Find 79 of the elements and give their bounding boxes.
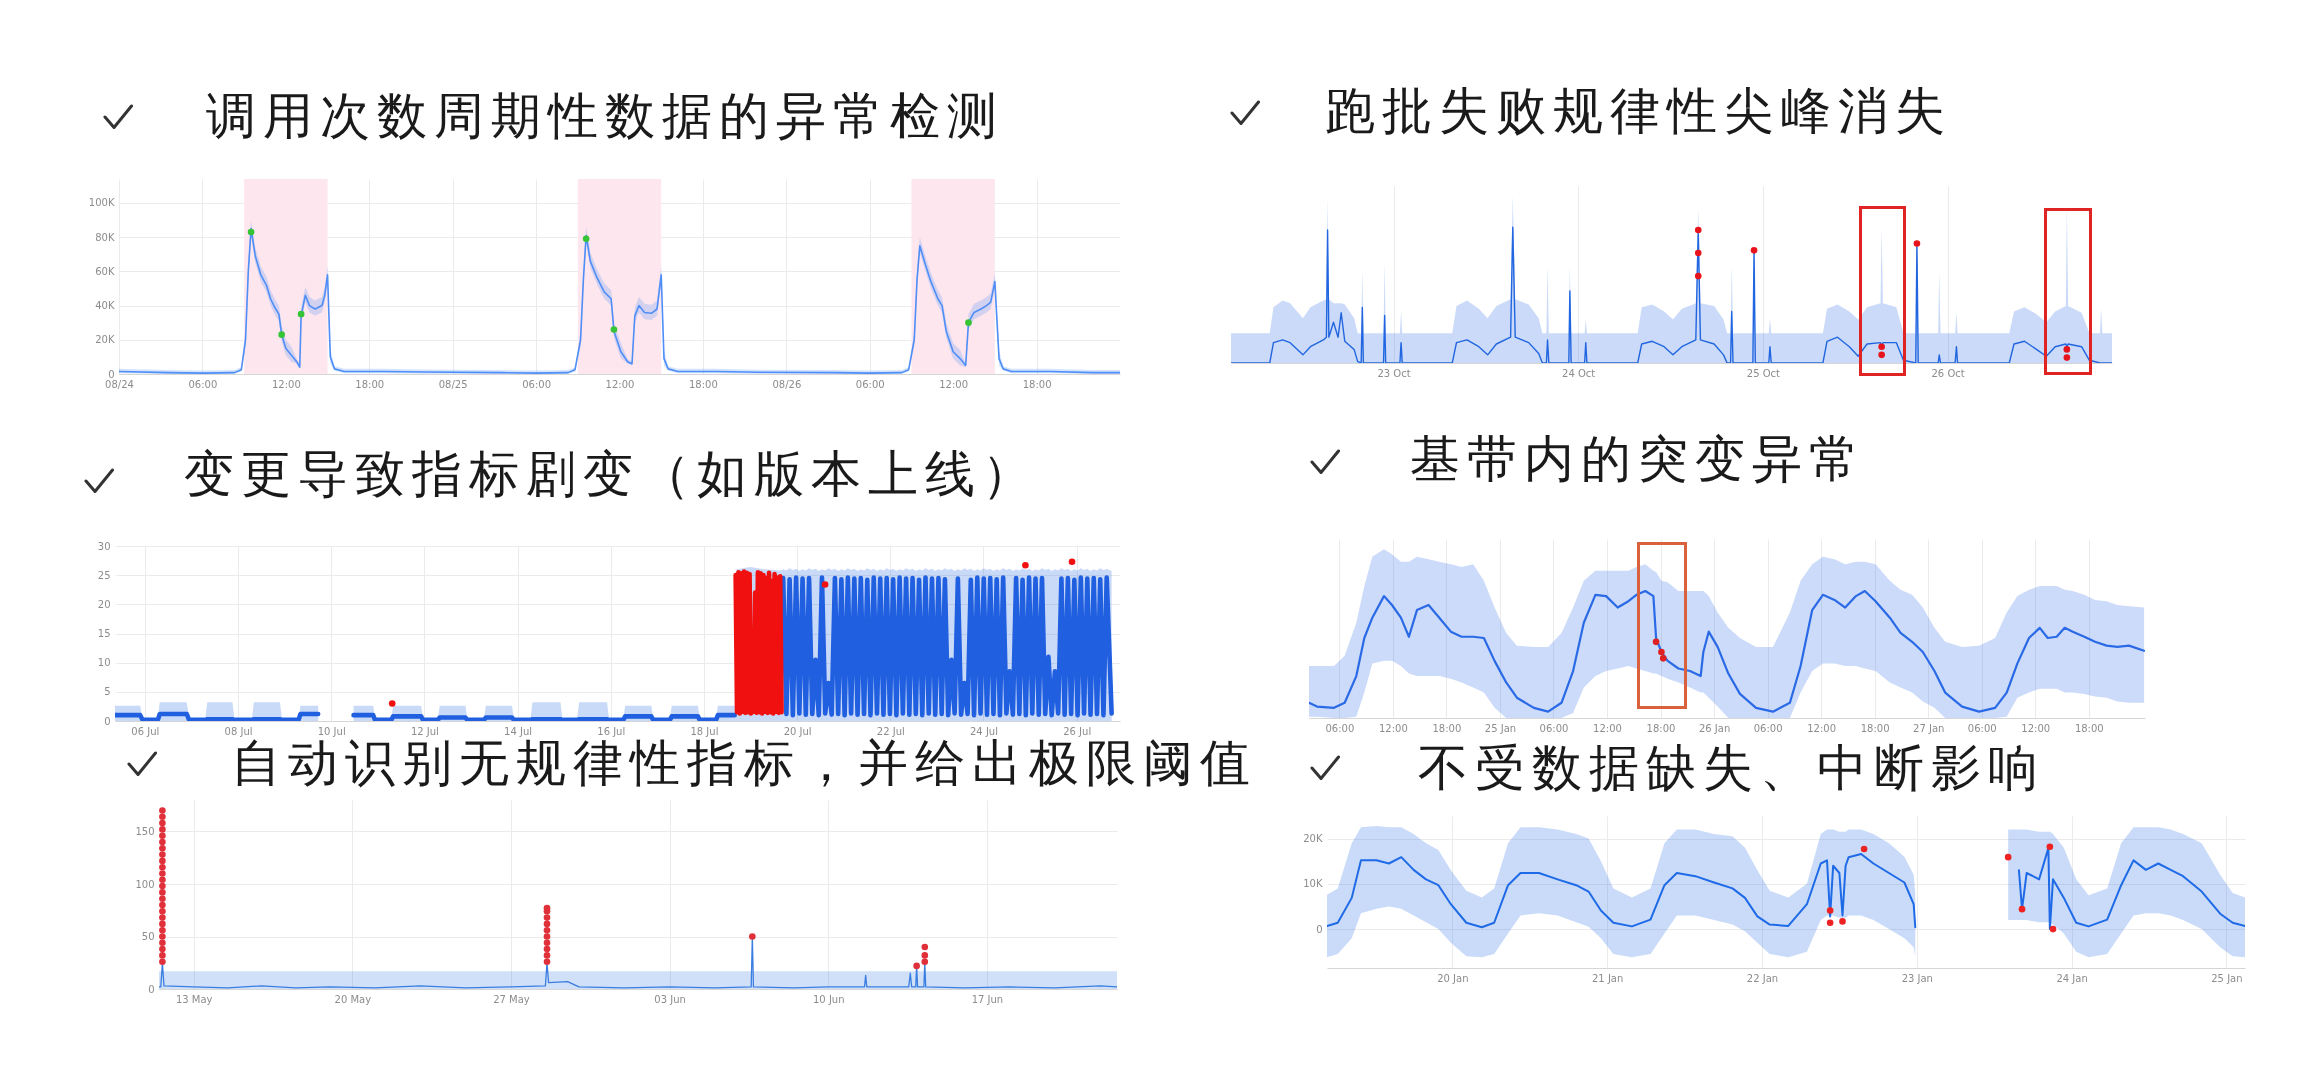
y-tick-label: 15 bbox=[97, 628, 111, 639]
x-tick-label: 25 Jan bbox=[1484, 722, 1517, 734]
line-series bbox=[733, 569, 784, 716]
y-tick-label: 80K bbox=[95, 231, 115, 243]
x-tick-label: 13 May bbox=[175, 993, 213, 1005]
chart-title: 变更导致指标剧变（如版本上线） bbox=[184, 445, 1039, 503]
x-tick-label: 12:00 bbox=[271, 378, 301, 390]
x-tick-label: 24 Jan bbox=[2056, 972, 2088, 984]
x-tick-label: 18:00 bbox=[2074, 722, 2104, 734]
y-tick-label: 0 bbox=[108, 368, 115, 380]
y-tick-label: 0 bbox=[148, 983, 155, 995]
x-tick-label: 26 Oct bbox=[1931, 367, 1965, 379]
x-tick-label: 12:00 bbox=[939, 378, 969, 390]
x-tick-label: 03 Jun bbox=[654, 993, 686, 1005]
x-tick-label: 06:00 bbox=[522, 378, 551, 390]
x-tick-label: 08/26 bbox=[772, 378, 802, 390]
x-tick-label: 26 Jan bbox=[1698, 722, 1731, 734]
x-tick-label: 06:00 bbox=[1753, 722, 1783, 734]
x-tick-label: 14 Jul bbox=[504, 725, 533, 737]
x-tick-label: 18:00 bbox=[1022, 378, 1052, 390]
y-tick-label: 100K bbox=[88, 197, 115, 209]
y-tick-label: 20 bbox=[97, 598, 111, 610]
x-tick-label: 12:00 bbox=[2021, 722, 2051, 734]
y-tick-label: 5 bbox=[104, 686, 111, 698]
y-tick-label: 10K bbox=[1303, 878, 1323, 890]
x-tick-label: 08/24 bbox=[105, 378, 134, 390]
x-tick-label: 10 Jun bbox=[812, 993, 845, 1005]
x-tick-label: 18 Jul bbox=[690, 725, 719, 737]
x-tick-label: 20 May bbox=[334, 993, 372, 1005]
y-tick-label: 60K bbox=[95, 265, 115, 277]
x-tick-label: 22 Jul bbox=[876, 725, 905, 737]
chart-title: 基带内的突变异常 bbox=[1410, 430, 1866, 488]
x-tick-label: 23 Jan bbox=[1901, 972, 1933, 984]
x-tick-label: 06 Jul bbox=[131, 725, 160, 737]
y-tick-label: 25 bbox=[97, 569, 111, 581]
x-tick-label: 12 Jul bbox=[410, 725, 439, 737]
chart-title: 跑批失败规律性尖峰消失 bbox=[1325, 82, 1952, 140]
x-tick-label: 08/25 bbox=[438, 378, 468, 390]
x-tick-label: 18:00 bbox=[355, 378, 385, 390]
x-tick-label: 27 May bbox=[493, 993, 530, 1005]
x-tick-label: 17 Jun bbox=[971, 993, 1004, 1005]
x-tick-label: 27 Jan bbox=[1913, 722, 1945, 734]
y-tick-label: 30 bbox=[97, 540, 111, 552]
y-tick-label: 20K bbox=[1303, 833, 1323, 845]
x-tick-label: 25 Oct bbox=[1746, 367, 1781, 379]
y-tick-label: 40K bbox=[95, 300, 115, 312]
x-tick-label: 06:00 bbox=[855, 378, 885, 390]
chart-title: 调用次数周期性数据的异常检测 bbox=[206, 87, 1004, 145]
x-tick-label: 16 Jul bbox=[597, 725, 626, 737]
x-tick-label: 12:00 bbox=[1807, 722, 1837, 734]
y-tick-label: 20K bbox=[95, 334, 115, 346]
x-tick-label: 06:00 bbox=[1539, 722, 1569, 734]
x-tick-label: 24 Oct bbox=[1562, 367, 1596, 379]
x-tick-label: 24 Jul bbox=[970, 725, 998, 737]
x-tick-label: 18:00 bbox=[1860, 722, 1890, 734]
x-tick-label: 10 Jul bbox=[317, 725, 346, 737]
y-tick-label: 0 bbox=[1316, 923, 1323, 935]
x-tick-label: 18:00 bbox=[689, 378, 718, 390]
x-tick-label: 26 Jul bbox=[1063, 725, 1092, 737]
x-tick-label: 12:00 bbox=[1593, 722, 1622, 734]
y-tick-label: 100 bbox=[135, 878, 155, 890]
x-tick-label: 06:00 bbox=[188, 378, 218, 390]
y-tick-label: 0 bbox=[104, 715, 111, 727]
x-tick-label: 22 Jan bbox=[1746, 972, 1779, 984]
x-tick-label: 18:00 bbox=[1432, 722, 1462, 734]
x-tick-label: 18:00 bbox=[1646, 722, 1676, 734]
x-tick-label: 20 Jul bbox=[783, 725, 812, 737]
x-tick-label: 12:00 bbox=[605, 378, 635, 390]
x-tick-label: 06:00 bbox=[1967, 722, 1997, 734]
x-tick-label: 25 Jan bbox=[2211, 972, 2243, 984]
y-tick-label: 150 bbox=[135, 826, 155, 837]
y-tick-label: 50 bbox=[141, 931, 155, 942]
x-tick-label: 23 Oct bbox=[1377, 367, 1411, 379]
y-tick-label: 10 bbox=[97, 657, 111, 669]
x-tick-label: 12:00 bbox=[1378, 722, 1408, 734]
x-tick-label: 20 Jan bbox=[1437, 972, 1469, 984]
x-tick-label: 21 Jan bbox=[1592, 972, 1624, 984]
chart-title: 不受数据缺失、中断影响 bbox=[1418, 739, 2045, 797]
x-tick-label: 06:00 bbox=[1325, 722, 1355, 734]
